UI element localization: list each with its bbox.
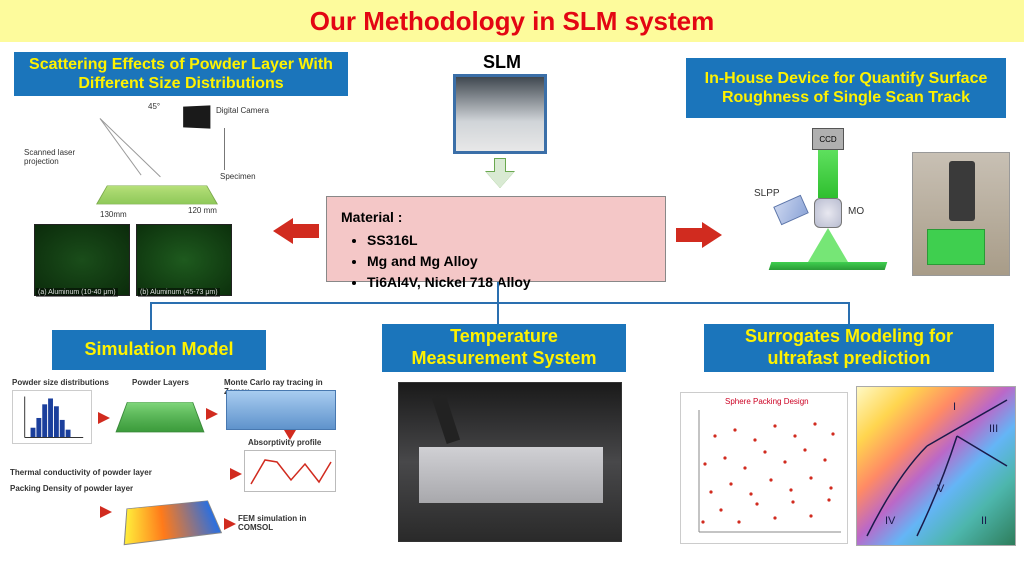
sample-strip — [769, 262, 888, 270]
down-arrow-stem — [494, 158, 506, 172]
histogram-chart — [12, 390, 92, 444]
mini-arrow-icon — [284, 430, 296, 440]
dim-120-label: 120 mm — [188, 206, 217, 215]
slpp-plate — [773, 195, 809, 225]
slpp-label: SLPP — [754, 188, 780, 199]
powder-size-label: Powder size distributions — [12, 378, 109, 387]
powder-layers-label: Powder Layers — [132, 378, 189, 387]
mo-label: MO — [848, 206, 864, 217]
ccd-box: CCD — [812, 128, 844, 150]
roman-3: III — [989, 423, 998, 435]
mo-lens — [814, 198, 842, 228]
digital-camera-label: Digital Camera — [216, 106, 269, 115]
material-list: SS316L Mg and Mg Alloy Ti6Al4V, Nickel 7… — [367, 230, 651, 293]
title-bar: Our Methodology in SLM system — [0, 0, 1024, 42]
sphere-packing-title: Sphere Packing Design — [725, 397, 809, 406]
red-arrow-left-icon — [273, 218, 293, 244]
absorptivity-chart — [244, 450, 336, 492]
slm-label: SLM — [483, 52, 521, 73]
temperature-box: Temperature Measurement System — [382, 324, 626, 372]
aluminum-sample-b — [136, 224, 232, 296]
connector-line — [150, 302, 152, 330]
fem-label: FEM simulation in COMSOL — [238, 514, 318, 532]
dim-130-label: 130mm — [100, 210, 127, 219]
connector-line — [150, 302, 850, 304]
thermal-label: Thermal conductivity of powder layer — [10, 468, 152, 477]
scattering-diagram: Digital Camera 45° Scanned laser project… — [24, 100, 274, 220]
mini-arrow-icon — [230, 468, 242, 480]
material-item: SS316L — [367, 230, 651, 251]
material-item: Ti6Al4V, Nickel 718 Alloy — [367, 272, 651, 293]
slm-machine-photo — [453, 74, 547, 154]
mini-arrow-icon — [100, 506, 112, 518]
material-header: Material : — [341, 209, 402, 225]
scattering-box: Scattering Effects of Powder Layer With … — [14, 52, 348, 96]
mini-arrow-icon — [206, 408, 218, 420]
green-beam — [818, 150, 838, 198]
surrogates-box: Surrogates Modeling for ultrafast predic… — [704, 324, 994, 372]
fem-block — [124, 500, 222, 545]
simulation-box: Simulation Model — [52, 330, 266, 370]
material-item: Mg and Mg Alloy — [367, 251, 651, 272]
roman-1: I — [953, 401, 956, 413]
roman-2: II — [981, 515, 987, 527]
temperature-photo — [398, 382, 622, 542]
angle-45-label: 45° — [148, 102, 160, 111]
scanned-laser-label: Scanned laser projection — [24, 148, 84, 166]
aluminum-sample-a — [34, 224, 130, 296]
packing-label: Packing Density of powder layer — [10, 484, 133, 493]
aluminum-b-caption: (b) Aluminum (45-73 μm) — [138, 288, 220, 297]
simulation-diagram: Powder size distributions Powder Layers … — [8, 378, 348, 568]
digital-camera-icon — [183, 105, 210, 128]
roman-4: IV — [885, 515, 895, 527]
optical-diagram: CCD SLPP MO — [730, 128, 900, 284]
powder-layers-img — [115, 402, 204, 432]
sphere-packing-chart: Sphere Packing Design — [680, 392, 848, 544]
microscope-photo — [912, 152, 1010, 276]
green-cone — [808, 228, 848, 262]
roman-5: V — [937, 483, 944, 495]
mini-arrow-icon — [224, 518, 236, 530]
laser-line — [100, 118, 142, 175]
region-gradient-chart: I III V IV II — [856, 386, 1016, 546]
ray-tracing-img — [226, 390, 336, 430]
mini-arrow-icon — [98, 412, 110, 424]
aluminum-a-caption: (a) Aluminum (10-40 μm) — [36, 288, 118, 297]
specimen-plate — [96, 185, 218, 204]
inhouse-box: In-House Device for Quantify Surface Rou… — [686, 58, 1006, 118]
connector-line — [497, 282, 499, 304]
laser-line — [100, 118, 161, 177]
material-box: Material : SS316L Mg and Mg Alloy Ti6Al4… — [326, 196, 666, 282]
specimen-label: Specimen — [220, 172, 256, 181]
down-arrow-icon — [486, 172, 514, 188]
dim-arrow — [224, 128, 225, 170]
